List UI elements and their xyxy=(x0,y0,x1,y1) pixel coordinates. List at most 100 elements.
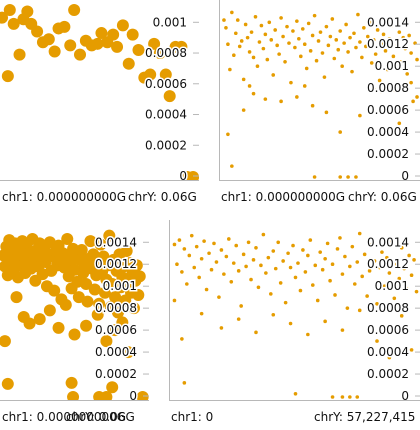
data-point xyxy=(281,34,285,39)
data-point xyxy=(95,27,108,40)
data-point xyxy=(397,121,402,126)
data-point xyxy=(229,280,234,284)
data-point xyxy=(94,238,107,251)
scatter-panel-bottom-left: 0 0.0002 0.0004 0.0006 0.0008 0.001 0.0012 0.00… xyxy=(0,220,149,401)
data-point-zero xyxy=(136,391,149,400)
data-point xyxy=(293,392,298,396)
data-point xyxy=(132,43,145,56)
data-point xyxy=(235,18,240,22)
data-point xyxy=(375,301,379,306)
data-point xyxy=(289,80,293,85)
data-point xyxy=(340,64,344,68)
y-tick-label: 0.0014 xyxy=(95,235,137,249)
data-point xyxy=(308,49,313,53)
data-point-zero xyxy=(312,175,317,179)
data-point xyxy=(375,28,380,32)
data-point xyxy=(285,24,289,29)
data-point xyxy=(59,298,72,311)
data-point-zero xyxy=(338,175,342,179)
data-point xyxy=(352,282,357,286)
data-point xyxy=(107,28,120,41)
data-point xyxy=(31,25,44,38)
data-point xyxy=(112,306,124,319)
data-point xyxy=(254,245,258,250)
data-point xyxy=(100,335,113,348)
data-point xyxy=(301,248,305,252)
data-point xyxy=(314,58,319,63)
data-point xyxy=(381,32,386,37)
data-point xyxy=(227,237,231,241)
data-point xyxy=(180,270,184,274)
data-point xyxy=(219,248,224,252)
data-point xyxy=(93,297,106,310)
data-point xyxy=(409,80,413,85)
data-point xyxy=(323,319,327,324)
data-point xyxy=(42,33,55,46)
data-point xyxy=(217,295,221,299)
data-point xyxy=(375,339,379,343)
data-point xyxy=(234,243,239,248)
data-point xyxy=(175,40,188,53)
data-point xyxy=(287,41,291,45)
data-point xyxy=(163,90,176,103)
data-point xyxy=(204,287,209,292)
data-point xyxy=(75,243,88,256)
data-point xyxy=(409,348,414,352)
data-point xyxy=(415,95,419,99)
data-point xyxy=(103,229,116,242)
data-point xyxy=(264,271,268,275)
y-tick-label: 0.0004 xyxy=(367,345,409,359)
data-point xyxy=(253,14,258,19)
data-point xyxy=(231,261,236,265)
scatter-plot-area: 0 0.0002 0.0004 0.0006 0.0008 0.001 0.0012 0.00… xyxy=(222,10,420,180)
data-point xyxy=(209,267,214,272)
x-axis-start-label: chr1: 0 xyxy=(171,410,214,424)
data-point xyxy=(273,266,278,271)
data-point xyxy=(127,302,140,315)
data-point xyxy=(189,233,194,238)
y-tick-label: 0.0004 xyxy=(145,108,187,122)
data-point xyxy=(182,247,187,251)
data-point xyxy=(324,24,329,29)
data-point xyxy=(109,291,122,304)
x-axis-start-label: chr1: 0.000000000G xyxy=(2,410,127,424)
data-point xyxy=(283,300,288,305)
data-point xyxy=(342,41,346,45)
data-point xyxy=(293,45,297,50)
data-point xyxy=(390,239,394,243)
data-point xyxy=(236,317,241,321)
data-point xyxy=(98,286,111,299)
scatter-plot-area: 0 0.0002 0.0004 0.0006 0.0008 0.001 xyxy=(0,4,199,180)
data-point xyxy=(43,304,56,317)
data-point xyxy=(80,278,93,290)
data-point xyxy=(226,132,230,137)
data-point xyxy=(385,255,389,260)
data-point xyxy=(322,75,327,79)
data-point xyxy=(373,52,378,56)
data-point xyxy=(265,57,270,62)
data-point xyxy=(357,231,362,236)
data-point xyxy=(405,72,409,76)
data-point xyxy=(297,36,301,41)
data-point xyxy=(367,20,372,25)
data-point xyxy=(261,232,266,237)
data-point xyxy=(226,42,230,47)
data-point xyxy=(224,25,228,30)
data-point xyxy=(379,42,384,47)
data-point xyxy=(259,23,264,28)
scatter-panel-top-right: 0 0.0002 0.0004 0.0006 0.0008 0.001 0.0012 0.00… xyxy=(219,0,420,181)
data-point xyxy=(276,240,281,245)
data-point xyxy=(318,250,322,254)
data-point xyxy=(187,253,192,258)
data-point xyxy=(233,31,238,36)
x-axis-start-label: chr1: 0.000000000G xyxy=(2,190,127,204)
data-point xyxy=(354,45,358,50)
data-point-zero xyxy=(348,395,352,399)
data-point xyxy=(328,278,332,283)
data-point xyxy=(371,87,376,92)
data-point xyxy=(352,31,356,36)
data-point xyxy=(249,30,254,34)
data-point xyxy=(277,52,281,56)
data-point xyxy=(412,258,416,262)
data-point xyxy=(1,377,14,390)
